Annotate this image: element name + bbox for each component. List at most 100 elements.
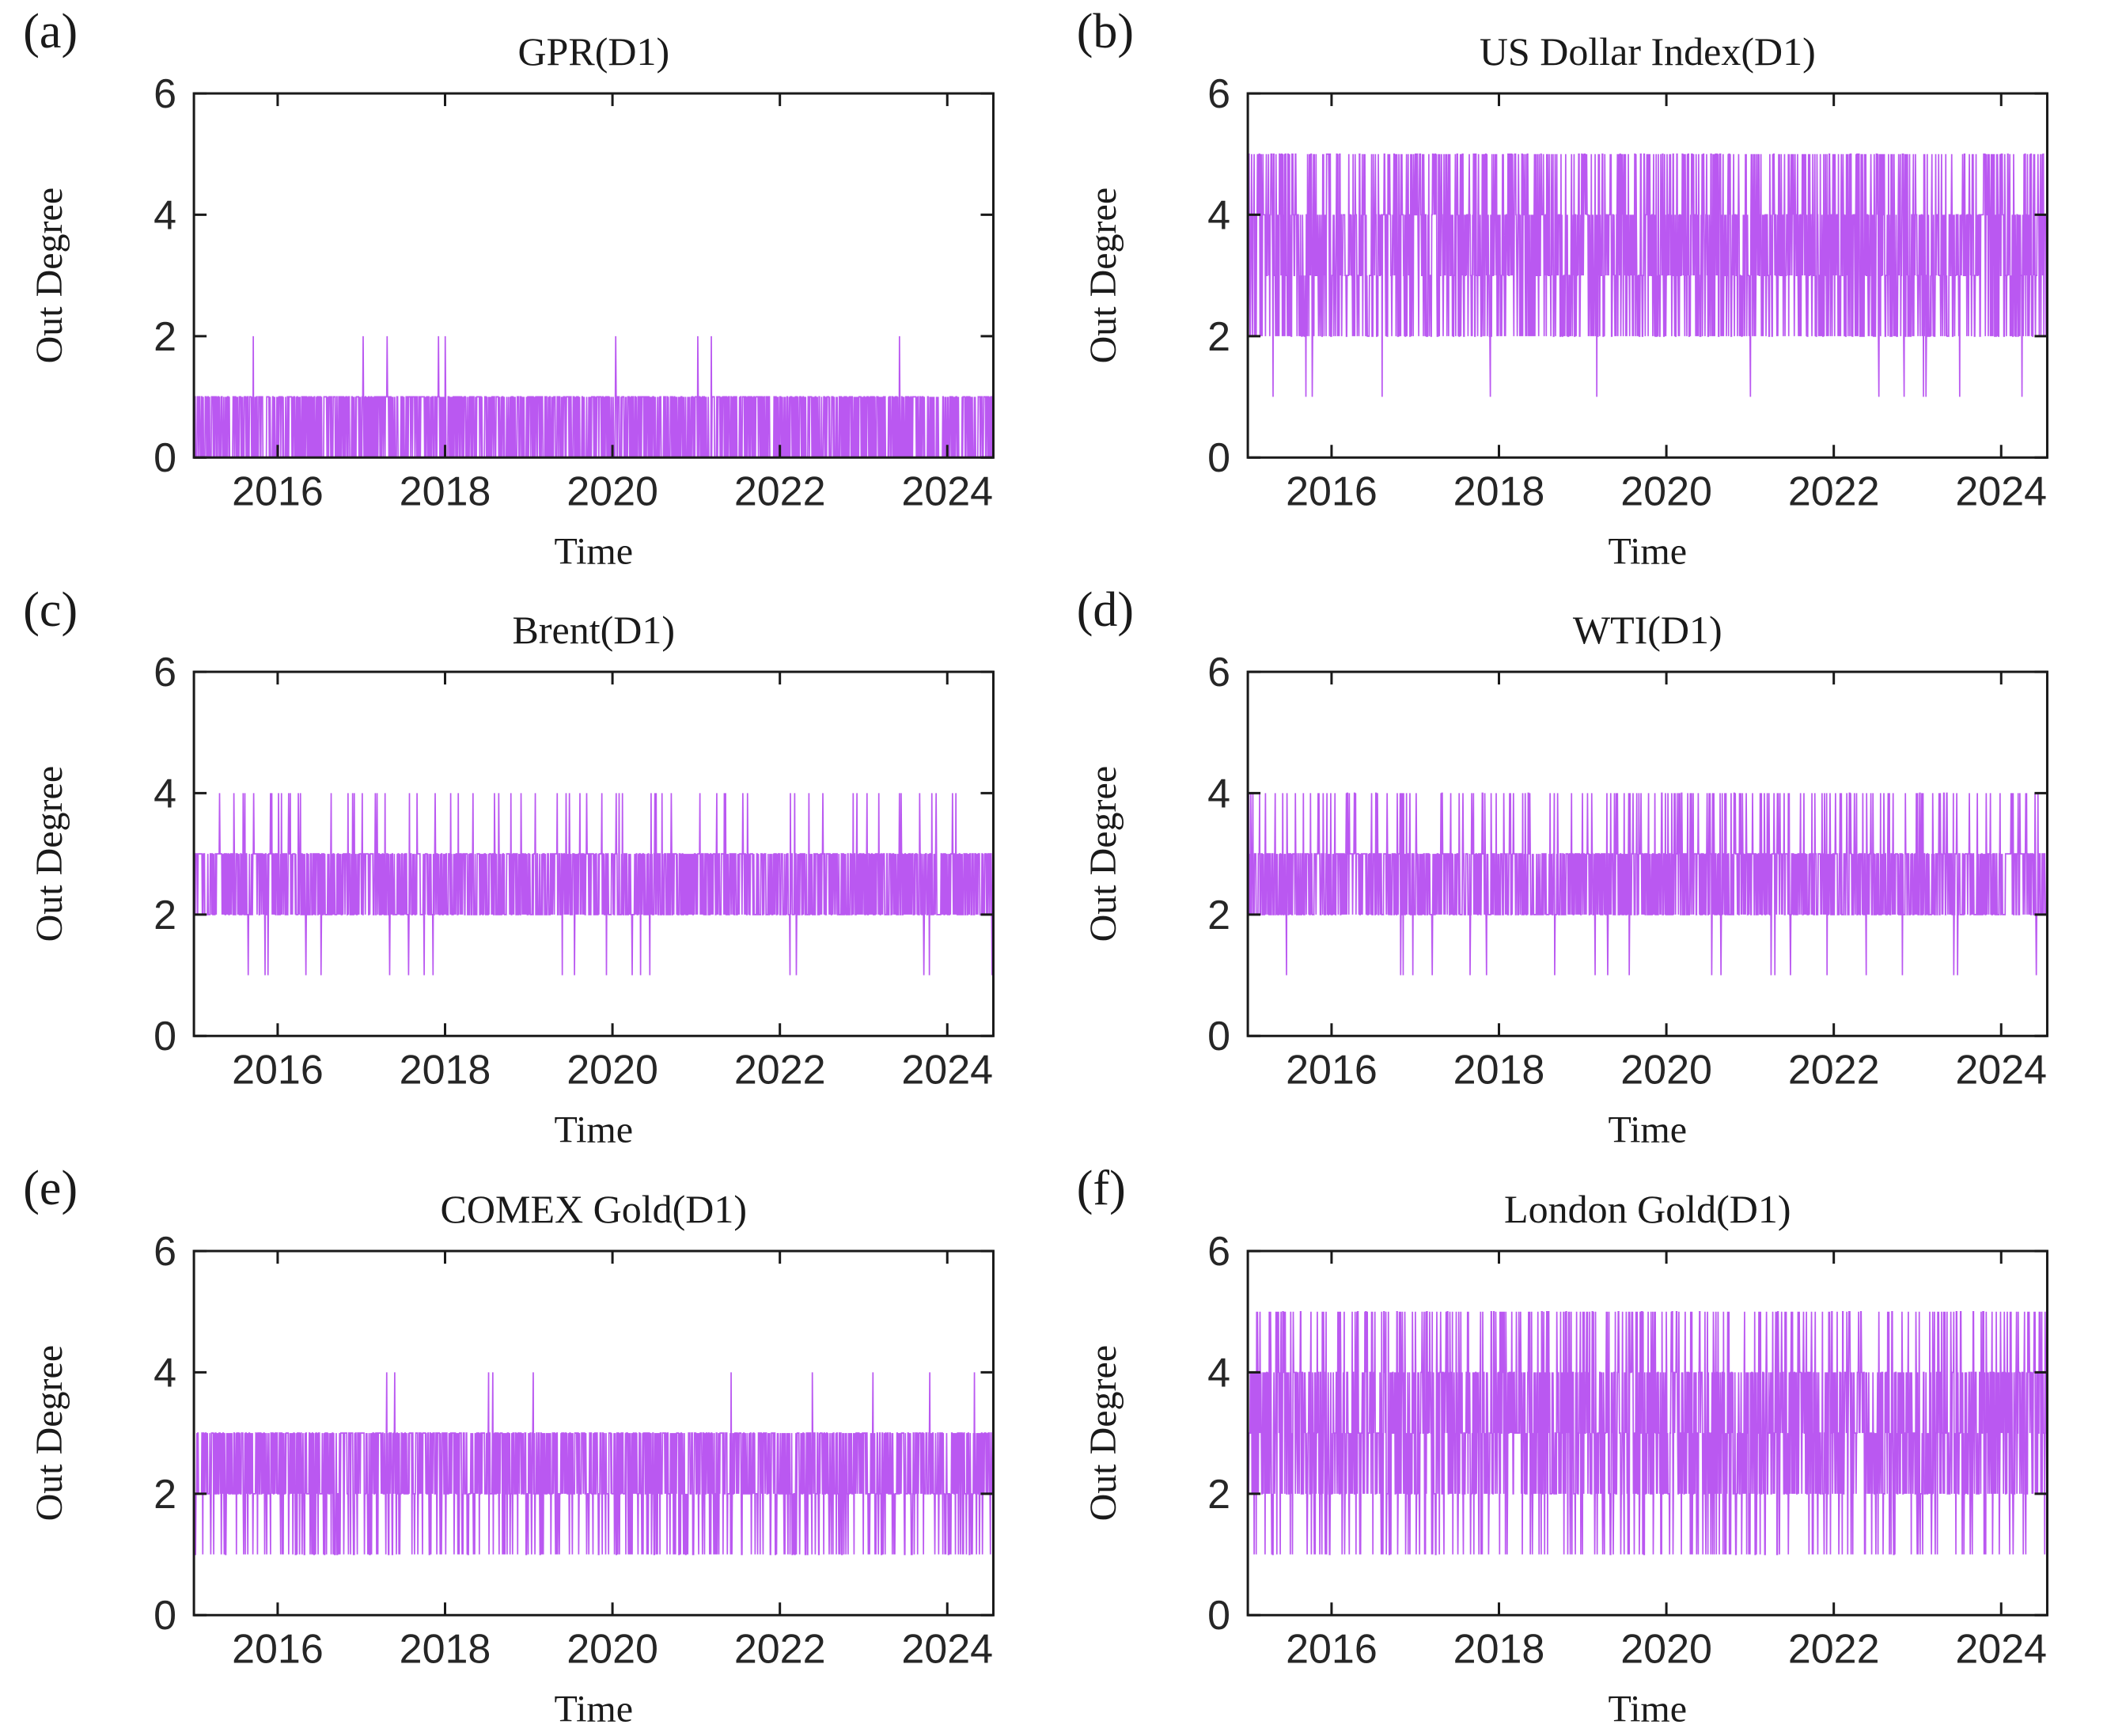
chart-title: Brent(D1): [513, 608, 676, 652]
chart-title: US Dollar Index(D1): [1479, 29, 1815, 74]
axis-box: [192, 670, 995, 1038]
plot-area: 2016 2018 2020 2022 2024 0 2 4 6: [1207, 1229, 2048, 1672]
plot-area: 2016 2018 2020 2022 2024 0 2 4 6: [153, 650, 995, 1094]
y-tick-label: 6: [1207, 1229, 1230, 1275]
y-tick-label: 4: [1207, 192, 1230, 238]
axis-box: [1246, 92, 2048, 459]
x-axis-label: Time: [554, 1688, 633, 1730]
y-axis-label: Out Degree: [1082, 188, 1124, 364]
x-tick-label: 2018: [400, 468, 491, 514]
x-tick-label: 2018: [1453, 468, 1544, 514]
x-tick-label: 2016: [1286, 468, 1378, 514]
x-tick-label: 2020: [1620, 1048, 1712, 1094]
panel-e: (e) COMEX Gold(D1) Out Degree Time 2016 2…: [0, 1158, 1054, 1736]
x-tick-label: 2018: [1453, 1626, 1544, 1672]
x-tick-label: 2016: [1286, 1626, 1378, 1672]
panel-f: (f) London Gold(D1) Out Degree Time 2016…: [1054, 1158, 2107, 1736]
series-line: [1246, 153, 2048, 397]
chart-e: COMEX Gold(D1) Out Degree Time 2016 2018 2…: [28, 1187, 995, 1730]
y-tick-label: 6: [1207, 71, 1230, 117]
plot-area: 2016 2018 2020 2022 2024 0 2 4 6: [153, 1229, 995, 1672]
y-tick-label: 6: [153, 650, 176, 696]
chart-title: COMEX Gold(D1): [441, 1187, 747, 1231]
panel-label: (b): [1076, 4, 1135, 59]
panel-a: (a) GPR(D1) Out Degree Time 2016 2018 2020…: [0, 0, 1054, 578]
y-axis-label: Out Degree: [1082, 1345, 1124, 1522]
y-tick-label: 2: [153, 1472, 176, 1518]
x-tick-label: 2020: [1620, 468, 1712, 514]
y-tick-label: 2: [153, 893, 176, 938]
y-tick-label: 0: [153, 1014, 176, 1060]
y-tick-label: 4: [1207, 1350, 1230, 1396]
y-axis-label: Out Degree: [28, 188, 70, 364]
y-tick-label: 4: [153, 771, 176, 817]
y-tick-label: 0: [1207, 435, 1230, 481]
x-tick-label: 2022: [734, 1626, 826, 1672]
x-tick-label: 2024: [1955, 1626, 2047, 1672]
panel-label: (d): [1076, 583, 1135, 638]
x-tick-label: 2024: [1955, 1048, 2047, 1094]
x-tick-label: 2016: [232, 1048, 324, 1094]
chart-title: WTI(D1): [1572, 608, 1722, 652]
x-tick-label: 2024: [901, 1048, 993, 1094]
panel-c: (c) Brent(D1) Out Degree Time 2016 2018 20…: [0, 578, 1054, 1157]
series-line: [1246, 792, 2048, 976]
chart-d: WTI(D1) Out Degree Time 2016 2018 2020 2022…: [1082, 608, 2048, 1151]
y-tick-label: 0: [153, 435, 176, 481]
panel-label: (c): [23, 583, 78, 638]
y-tick-label: 2: [1207, 893, 1230, 938]
chart-title: London Gold(D1): [1504, 1187, 1791, 1231]
y-tick-label: 4: [153, 192, 176, 238]
chart-f: London Gold(D1) Out Degree Time 2016 2018…: [1082, 1187, 2048, 1730]
y-tick-label: 4: [153, 1350, 176, 1396]
y-tick-label: 0: [1207, 1014, 1230, 1060]
x-tick-label: 2020: [567, 1048, 658, 1094]
x-tick-label: 2020: [567, 1626, 658, 1672]
y-tick-label: 2: [153, 314, 176, 360]
chart-b: US Dollar Index(D1) Out Degree Time 2016…: [1082, 29, 2048, 572]
y-tick-label: 0: [153, 1593, 176, 1639]
chart-a: GPR(D1) Out Degree Time 2016 2018 2020 2022…: [28, 29, 995, 572]
x-axis-label: Time: [1608, 530, 1687, 572]
x-tick-label: 2016: [232, 468, 324, 514]
x-axis-label: Time: [554, 1109, 633, 1151]
series-line: [194, 793, 995, 976]
x-axis-label: Time: [1608, 1109, 1687, 1151]
x-axis-label: Time: [1608, 1688, 1687, 1730]
y-axis-label: Out Degree: [28, 1345, 70, 1522]
series-line: [1246, 1310, 2048, 1556]
y-axis-label: Out Degree: [1082, 766, 1124, 942]
series-line: [194, 335, 995, 459]
x-tick-label: 2016: [1286, 1048, 1378, 1094]
y-tick-label: 6: [1207, 650, 1230, 696]
panel-label: (a): [23, 4, 78, 59]
x-tick-label: 2016: [232, 1626, 324, 1672]
axis-box: [192, 92, 995, 459]
x-tick-label: 2024: [1955, 468, 2047, 514]
y-tick-label: 0: [1207, 1593, 1230, 1639]
panel-d: (d) WTI(D1) Out Degree Time 2016 2018 2020…: [1054, 578, 2107, 1157]
x-tick-label: 2022: [734, 468, 826, 514]
plot-area: 2016 2018 2020 2022 2024 0 2 4 6: [1207, 71, 2048, 514]
chart-title: GPR(D1): [517, 29, 669, 74]
x-tick-label: 2018: [400, 1626, 491, 1672]
plot-area: 2016 2018 2020 2022 2024 0 2 4 6: [153, 71, 995, 514]
x-tick-label: 2018: [1453, 1048, 1544, 1094]
y-tick-label: 6: [153, 71, 176, 117]
x-axis-label: Time: [554, 530, 633, 572]
x-tick-label: 2020: [567, 468, 658, 514]
panel-label: (f): [1076, 1162, 1126, 1216]
series-line: [194, 1372, 994, 1556]
x-tick-label: 2022: [1787, 1626, 1879, 1672]
y-tick-label: 4: [1207, 771, 1230, 817]
panel-b: (b) US Dollar Index(D1) Out Degree Time …: [1054, 0, 2107, 578]
x-tick-label: 2022: [1787, 1048, 1879, 1094]
x-tick-label: 2024: [901, 1626, 993, 1672]
y-axis-label: Out Degree: [28, 766, 70, 942]
chart-c: Brent(D1) Out Degree Time 2016 2018 2020 20…: [28, 608, 995, 1151]
x-tick-label: 2018: [400, 1048, 491, 1094]
y-tick-label: 2: [1207, 314, 1230, 360]
axis-box: [192, 1249, 995, 1617]
axis-box: [1246, 670, 2048, 1038]
